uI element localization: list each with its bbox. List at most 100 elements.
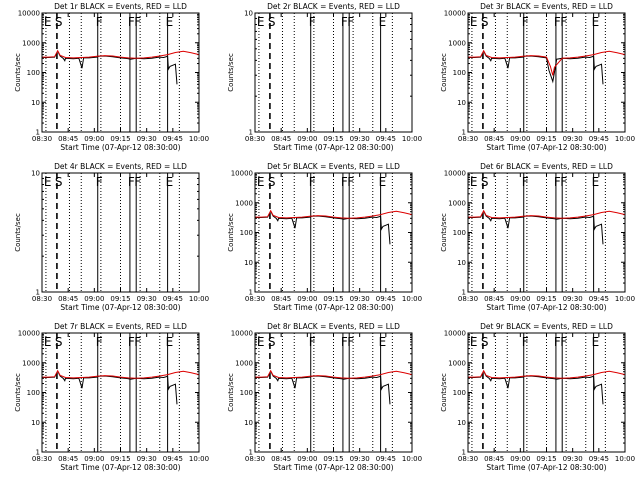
- x-axis-label: Start Time (07-Apr-12 08:30:00): [486, 303, 606, 312]
- x-tick-label: 08:45: [58, 135, 78, 143]
- marker-label: E: [44, 175, 52, 189]
- plot-frame: [41, 12, 200, 133]
- x-tick-label: 09:45: [376, 455, 396, 463]
- x-tick-label: 09:15: [536, 135, 556, 143]
- y-tick-label: 10: [31, 419, 40, 427]
- x-tick-label: 10:00: [402, 135, 422, 143]
- y-tick-label: 1000: [448, 359, 466, 367]
- x-tick-label: 09:15: [110, 295, 130, 303]
- x-tick-label: 09:00: [297, 455, 317, 463]
- x-tick-label: 08:45: [271, 135, 291, 143]
- y-tick-label: 1000: [448, 39, 466, 47]
- x-tick-label: 08:45: [271, 455, 291, 463]
- y-axis-label: Counts/sec: [14, 213, 22, 252]
- x-tick-label: 10:00: [402, 455, 422, 463]
- y-tick-label: 10: [457, 259, 466, 267]
- x-tick-label: 09:00: [510, 135, 530, 143]
- plot-frame: [41, 332, 200, 453]
- marker-label: E: [379, 175, 387, 189]
- y-tick-label: 10000: [444, 330, 466, 338]
- x-tick-label: 08:45: [484, 135, 504, 143]
- marker-label: F: [347, 175, 354, 189]
- plot-title: Det 3r BLACK = Events, RED = LLD: [480, 2, 613, 11]
- lld-series-line: [255, 369, 413, 379]
- x-tick-label: 10:00: [402, 295, 422, 303]
- x-tick-label: 09:15: [110, 455, 130, 463]
- x-tick-label: 09:00: [510, 455, 530, 463]
- x-tick-label: 09:45: [589, 135, 609, 143]
- x-axis-label: Start Time (07-Apr-12 08:30:00): [60, 463, 180, 472]
- plot-frame: [254, 12, 413, 133]
- plot-frame: [254, 332, 413, 453]
- x-tick-label: 09:45: [163, 455, 183, 463]
- plot-title: Det 7r BLACK = Events, RED = LLD: [54, 322, 187, 331]
- x-tick-label: 08:45: [271, 295, 291, 303]
- y-axis-label: Counts/sec: [14, 373, 22, 412]
- marker-label: F: [96, 175, 103, 189]
- y-axis-label: Counts/sec: [227, 213, 235, 252]
- plot-frame: [467, 172, 626, 293]
- marker-label: F: [309, 15, 316, 29]
- x-tick-label: 08:30: [32, 135, 52, 143]
- marker-label: F: [309, 175, 316, 189]
- marker-label: F: [522, 15, 529, 29]
- marker-label: F: [522, 175, 529, 189]
- events-series-line: [468, 50, 604, 85]
- y-tick-label: 1: [462, 289, 466, 297]
- marker-label: E: [470, 15, 478, 29]
- y-tick-label: 100: [453, 389, 466, 397]
- x-tick-label: 09:00: [84, 455, 104, 463]
- lld-series-line: [42, 49, 200, 59]
- y-tick-label: 100: [453, 229, 466, 237]
- x-axis-label: Start Time (07-Apr-12 08:30:00): [486, 463, 606, 472]
- x-axis-label: Start Time (07-Apr-12 08:30:00): [486, 143, 606, 152]
- marker-label: F: [134, 335, 141, 349]
- x-axis-label: Start Time (07-Apr-12 08:30:00): [273, 463, 393, 472]
- x-tick-label: 10:00: [189, 455, 209, 463]
- x-tick-label: 09:45: [589, 455, 609, 463]
- y-tick-label: 10: [457, 99, 466, 107]
- lld-series-line: [255, 209, 413, 219]
- y-tick-label: 10000: [18, 10, 40, 18]
- lld-series-line: [468, 49, 626, 76]
- marker-label: S: [481, 15, 489, 29]
- marker-label: E: [166, 175, 174, 189]
- x-tick-label: 09:15: [323, 295, 343, 303]
- x-tick-label: 08:30: [458, 295, 478, 303]
- marker-label: F: [560, 15, 567, 29]
- marker-label: F: [96, 15, 103, 29]
- y-tick-label: 1: [462, 129, 466, 137]
- y-tick-label: 1: [249, 129, 253, 137]
- marker-label: E: [44, 335, 52, 349]
- marker-label: F: [522, 335, 529, 349]
- y-tick-label: 10: [244, 259, 253, 267]
- x-tick-label: 10:00: [615, 295, 635, 303]
- x-tick-label: 09:15: [323, 135, 343, 143]
- y-tick-label: 1000: [22, 359, 40, 367]
- y-tick-label: 1000: [235, 359, 253, 367]
- marker-label: F: [341, 15, 348, 29]
- marker-label: F: [554, 335, 561, 349]
- y-tick-label: 10000: [444, 170, 466, 178]
- plot-title: Det 4r BLACK = Events, RED = LLD: [54, 162, 187, 171]
- x-tick-label: 10:00: [615, 455, 635, 463]
- x-tick-label: 09:30: [137, 455, 157, 463]
- y-tick-label: 1: [36, 289, 40, 297]
- marker-label: F: [309, 335, 316, 349]
- x-tick-label: 08:30: [32, 455, 52, 463]
- marker-label: S: [481, 175, 489, 189]
- y-tick-label: 1: [36, 449, 40, 457]
- plot-title: Det 5r BLACK = Events, RED = LLD: [267, 162, 400, 171]
- x-tick-label: 09:00: [297, 135, 317, 143]
- marker-label: F: [560, 335, 567, 349]
- marker-label: E: [470, 175, 478, 189]
- marker-label: S: [268, 335, 276, 349]
- x-tick-label: 09:30: [563, 295, 583, 303]
- y-tick-label: 1000: [448, 199, 466, 207]
- x-tick-label: 09:15: [323, 455, 343, 463]
- marker-label: S: [55, 15, 63, 29]
